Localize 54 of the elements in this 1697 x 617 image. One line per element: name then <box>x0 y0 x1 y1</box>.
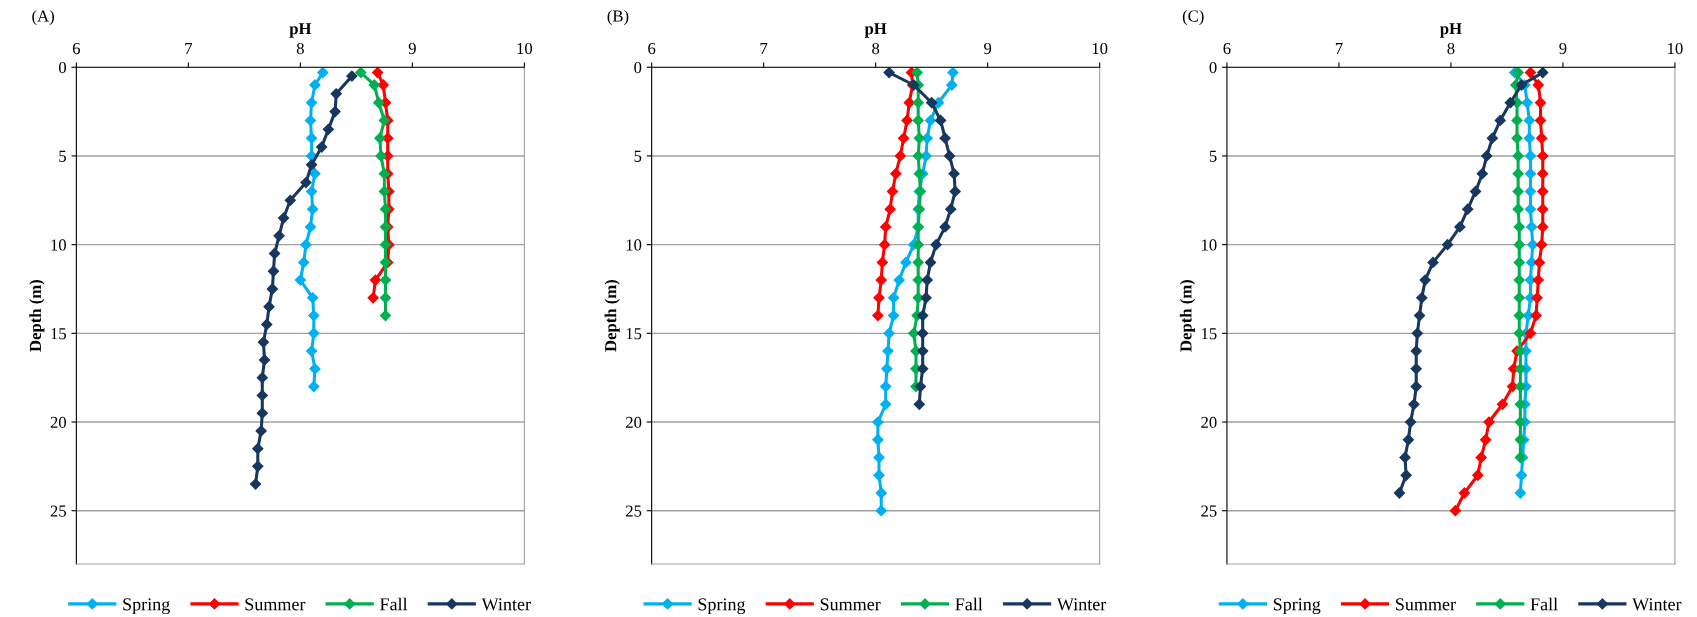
x-tick-label: 10 <box>1092 42 1108 55</box>
x-tick-label: 6 <box>1223 42 1231 55</box>
legend-label: Spring <box>1273 598 1321 615</box>
legend-label: Winter <box>481 598 531 611</box>
y-tick-label: 20 <box>625 416 642 428</box>
y-tick-label: 15 <box>626 328 642 340</box>
legend-label: Winter <box>1056 598 1107 611</box>
legend-label: Spring <box>698 598 746 615</box>
legend-label: Fall <box>955 597 983 611</box>
y-tick-label: 25 <box>50 505 66 517</box>
x-tick-label: 8 <box>296 42 304 55</box>
chart-title: (A) <box>32 9 54 26</box>
x-tick-label: 6 <box>648 42 656 55</box>
y-tick-label: 10 <box>626 239 642 251</box>
x-tick-label: 9 <box>984 42 992 55</box>
legend-label: Fall <box>380 597 408 611</box>
legend-label: Winter <box>1632 598 1682 611</box>
x-tick-label: 8 <box>1447 42 1455 55</box>
x-tick-label: 7 <box>1335 43 1343 54</box>
legend-label: Spring <box>123 598 170 615</box>
legend-label: Summer <box>1396 598 1456 611</box>
x-tick-label: 6 <box>72 42 81 55</box>
y-tick-label: 5 <box>634 150 642 162</box>
y-tick-label: 0 <box>634 61 642 74</box>
legend-label: Fall <box>1530 597 1558 611</box>
x-tick-label: 7 <box>760 43 768 54</box>
chart-title: (B) <box>607 9 629 26</box>
y-tick-label: 0 <box>1209 61 1217 74</box>
y-tick-label: 5 <box>1209 150 1217 162</box>
x-axis-title: pH <box>1440 23 1462 38</box>
y-tick-label: 25 <box>625 505 642 517</box>
legend-label: Summer <box>245 598 306 611</box>
chart-title: (C) <box>1182 9 1204 26</box>
legend-label: Summer <box>820 598 881 611</box>
x-axis-title: pH <box>864 23 887 38</box>
y-axis-title: Depth (m) <box>1179 279 1195 352</box>
y-tick-label: 10 <box>1202 239 1217 251</box>
x-tick-label: 9 <box>408 42 416 55</box>
y-tick-label: 10 <box>51 239 67 251</box>
y-tick-label: 5 <box>59 150 66 162</box>
x-tick-label: 9 <box>1559 42 1567 55</box>
y-axis-title: Depth (m) <box>604 279 620 352</box>
y-tick-label: 25 <box>1201 505 1217 517</box>
y-axis-title: Depth (m) <box>29 279 45 352</box>
x-tick-label: 7 <box>185 43 193 54</box>
y-tick-label: 20 <box>50 416 67 428</box>
x-tick-label: 10 <box>517 42 533 55</box>
x-tick-label: 10 <box>1668 42 1683 55</box>
y-tick-label: 0 <box>58 61 67 74</box>
y-tick-label: 15 <box>51 328 66 340</box>
y-tick-label: 20 <box>1201 416 1217 428</box>
y-tick-label: 15 <box>1202 328 1217 340</box>
x-axis-title: pH <box>289 23 312 38</box>
x-tick-label: 8 <box>872 42 880 55</box>
